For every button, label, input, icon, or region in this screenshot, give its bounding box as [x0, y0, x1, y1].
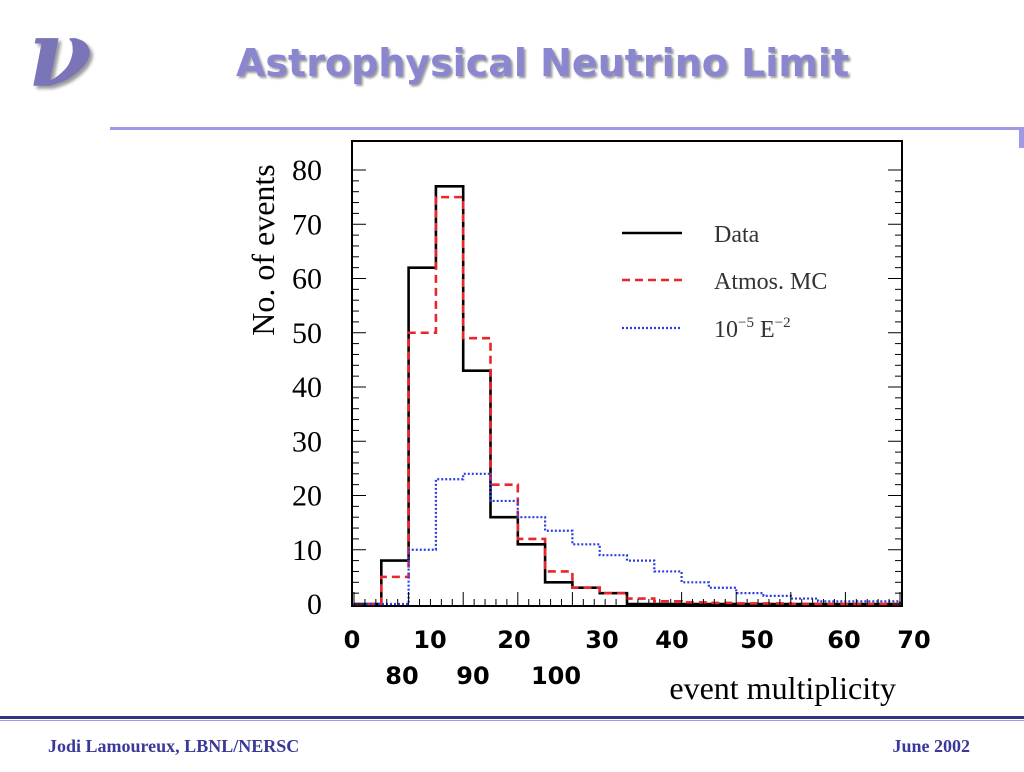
- footer-author: Jodi Lamoureux, LBNL/NERSC: [48, 736, 300, 756]
- y-tick-label: 50: [292, 317, 322, 350]
- x-tick-label: 20: [497, 626, 530, 654]
- x-tick-label: 90: [456, 662, 489, 690]
- x-axis-title: event multiplicity: [669, 670, 896, 706]
- footer-divider-thin: [0, 720, 1024, 721]
- x-tick-label: 40: [655, 626, 688, 654]
- y-tick-label: 20: [292, 480, 322, 513]
- y-tick-label: 40: [292, 371, 322, 404]
- x-tick-label: 0: [344, 626, 361, 654]
- title-divider: [110, 127, 1024, 130]
- slide-title: Astrophysical Neutrino Limit: [236, 41, 850, 85]
- legend-label-1: Data: [714, 222, 760, 248]
- y-tick-label: 0: [307, 588, 322, 621]
- legend-label-2: Atmos. MC: [714, 269, 827, 295]
- y-tick-label: 30: [292, 425, 322, 458]
- x-tick-label: 60: [827, 626, 860, 654]
- legend-label-part: −2: [775, 315, 791, 331]
- legend-label-3: 10−5 E−2: [714, 315, 791, 343]
- series-2-histogram: [354, 195, 900, 606]
- x-tick-label: 10: [413, 626, 446, 654]
- x-tick-label: 100: [531, 662, 581, 690]
- footer-date: June 2002: [892, 736, 970, 756]
- legend-label-part: 10: [714, 317, 738, 343]
- x-tick-label: 70: [897, 626, 930, 654]
- plot-frame: [351, 140, 903, 607]
- y-tick-label: 60: [292, 263, 322, 296]
- x-tick-label: 30: [585, 626, 618, 654]
- y-tick-label: 80: [292, 154, 322, 187]
- x-tick-label: 50: [740, 626, 773, 654]
- neutrino-logo-icon: ν: [28, 0, 92, 108]
- footer-divider: [0, 716, 1024, 719]
- x-tick-label: 80: [385, 662, 418, 690]
- y-tick-label: 70: [292, 208, 322, 241]
- legend-label-part: E: [754, 317, 775, 343]
- y-axis-title: No. of events: [245, 164, 281, 336]
- legend-label-part: −5: [738, 315, 754, 331]
- series-3-histogram: [354, 472, 902, 606]
- title-divider-end: [1019, 128, 1024, 148]
- y-tick-label: 10: [292, 534, 322, 567]
